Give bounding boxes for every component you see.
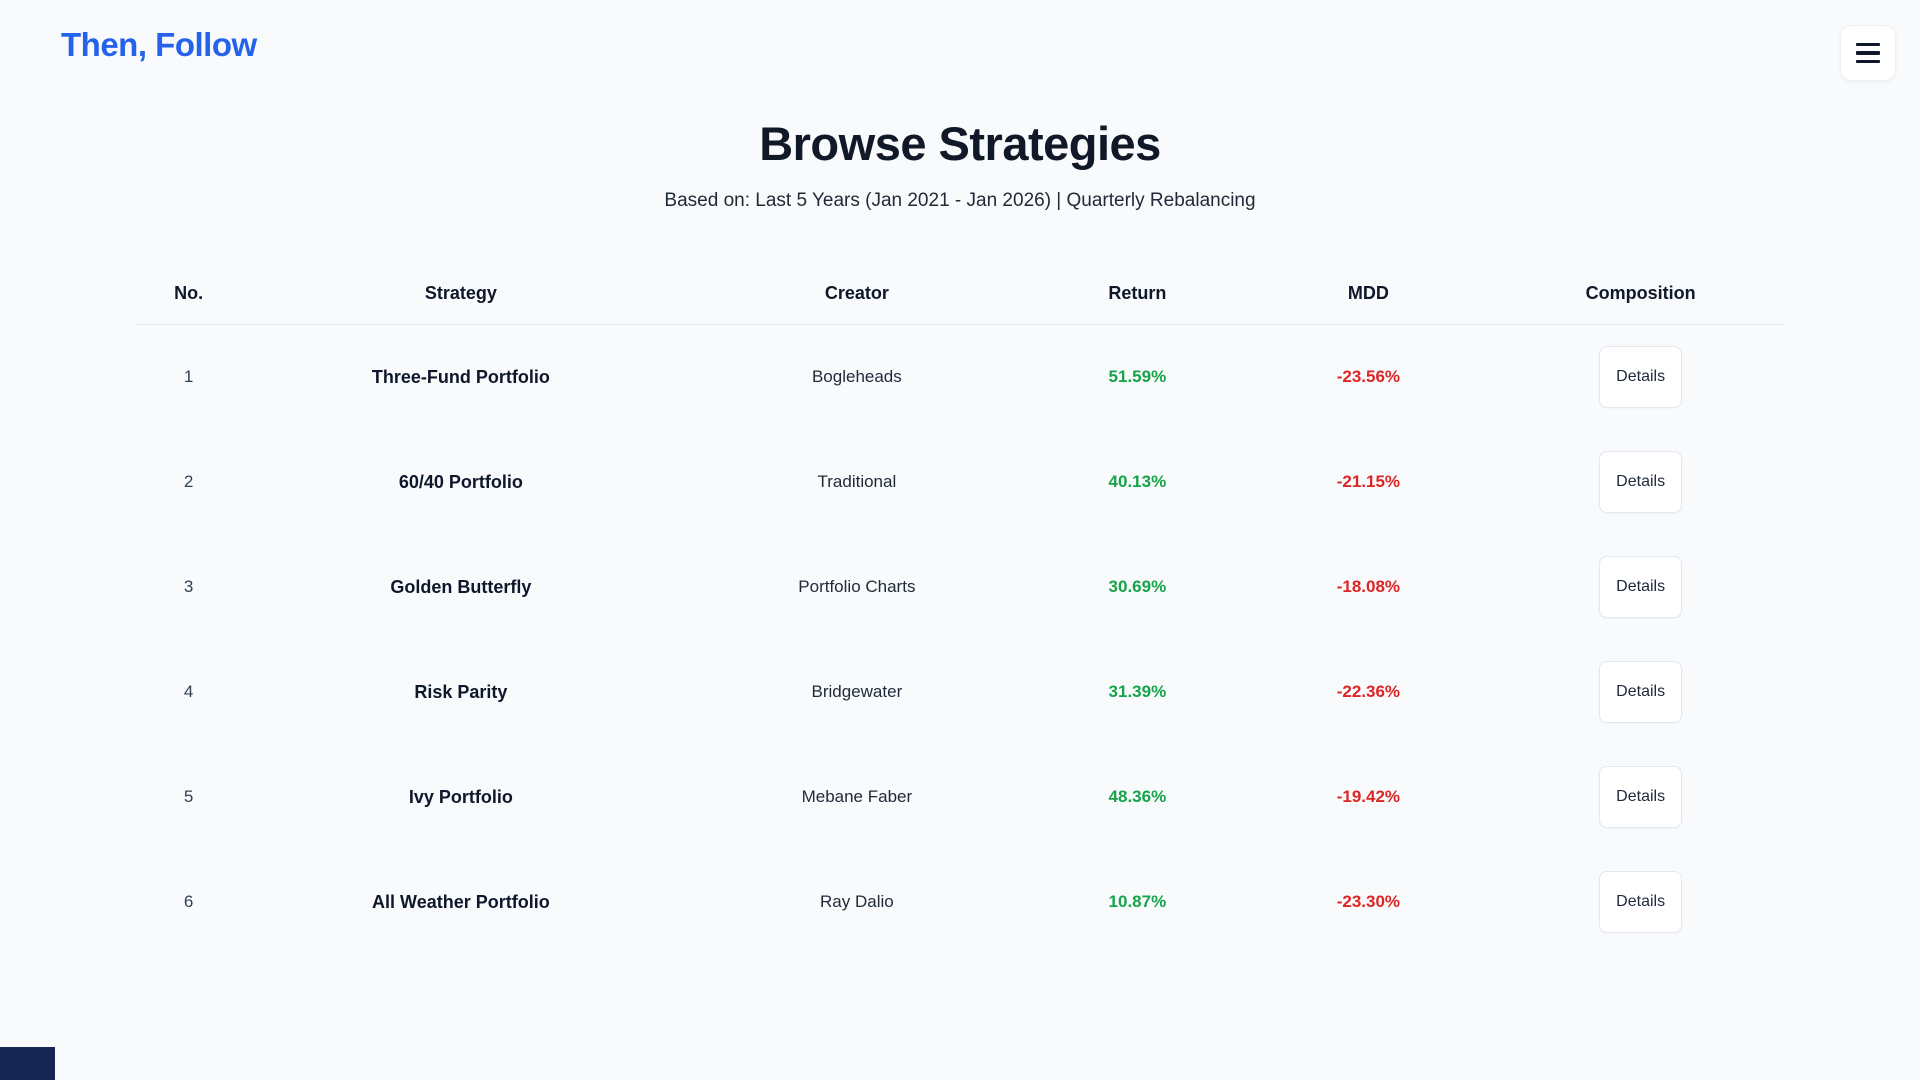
column-header-return: Return	[1034, 270, 1241, 325]
row-number: 3	[183, 577, 194, 596]
composition-cell: Details	[1496, 850, 1785, 955]
creator-name: Ray Dalio	[820, 892, 894, 911]
mdd-value: -19.42%	[1336, 787, 1401, 806]
details-button[interactable]: Details	[1599, 766, 1683, 828]
column-header-strategy: Strategy	[242, 270, 680, 325]
return-value: 31.39%	[1108, 682, 1167, 701]
return-value: 51.59%	[1108, 367, 1167, 387]
details-button[interactable]: Details	[1599, 661, 1683, 723]
row-number: 1	[183, 367, 194, 387]
mdd-value: -23.56%	[1336, 367, 1401, 387]
composition-cell: Details	[1496, 745, 1785, 850]
creator-name: Portfolio Charts	[798, 577, 916, 596]
strategies-table: No. Strategy Creator Return MDD Composition 1…	[135, 270, 1785, 955]
column-header-composition: Composition	[1496, 270, 1785, 325]
details-button[interactable]: Details	[1599, 871, 1683, 933]
mdd-value: -23.30%	[1336, 892, 1401, 911]
return-value: 10.87%	[1108, 892, 1167, 911]
details-button[interactable]: Details	[1599, 346, 1683, 409]
composition-cell: Details	[1496, 640, 1785, 745]
strategy-name: 60/40 Portfolio	[398, 471, 523, 492]
page-subtitle: Based on: Last 5 Years (Jan 2021 - Jan 2…	[664, 190, 1256, 211]
creator-name: Mebane Faber	[801, 787, 913, 806]
page-title: Browse Strategies	[759, 117, 1161, 170]
menu-button[interactable]	[1840, 25, 1896, 81]
strategy-name: Three-Fund Portfolio	[371, 366, 550, 387]
strategy-name: Risk Parity	[414, 681, 508, 702]
table-row: 4 Risk Parity Bridgewater 31.39% -22.36% Deta…	[135, 640, 1785, 745]
main-content: Browse Strategies Based on: Last 5 Years…	[0, 116, 1920, 955]
mdd-value: -18.08%	[1336, 577, 1401, 596]
table-row: 3 Golden Butterfly Portfolio Charts 30.69% -…	[135, 535, 1785, 640]
row-number: 2	[183, 472, 194, 491]
corner-badge	[0, 1047, 55, 1080]
composition-cell: Details	[1496, 535, 1785, 640]
row-number: 6	[183, 892, 194, 911]
strategy-name: Ivy Portfolio	[408, 786, 513, 807]
mdd-value: -21.15%	[1336, 472, 1401, 491]
creator-name: Bridgewater	[811, 682, 903, 701]
row-number: 4	[183, 682, 194, 701]
composition-cell: Details	[1496, 325, 1785, 430]
column-header-mdd: MDD	[1240, 270, 1497, 325]
return-value: 30.69%	[1108, 577, 1167, 596]
creator-name: Bogleheads	[811, 367, 902, 387]
top-bar: Then, Follow	[0, 0, 1920, 81]
details-button[interactable]: Details	[1599, 556, 1683, 618]
composition-cell: Details	[1496, 430, 1785, 535]
table-row: 2 60/40 Portfolio Traditional 40.13% -21.15%…	[135, 430, 1785, 535]
return-value: 48.36%	[1108, 787, 1167, 806]
table-header-row: No. Strategy Creator Return MDD Composition	[135, 270, 1785, 325]
table-row: 5 Ivy Portfolio Mebane Faber 48.36% -19.42% D…	[135, 745, 1785, 850]
return-value: 40.13%	[1108, 472, 1167, 491]
mdd-value: -22.36%	[1336, 682, 1401, 701]
strategies-tbody: 1 Three-Fund Portfolio Bogleheads 51.59% -23…	[135, 325, 1785, 955]
column-header-creator: Creator	[679, 270, 1035, 325]
row-number: 5	[183, 787, 194, 806]
table-row: 1 Three-Fund Portfolio Bogleheads 51.59% -23…	[135, 325, 1785, 430]
logo[interactable]: Then, Follow	[61, 26, 257, 63]
strategy-name: Golden Butterfly	[390, 576, 532, 597]
details-button[interactable]: Details	[1599, 451, 1683, 513]
column-header-no-: No.	[135, 270, 243, 325]
strategy-name: All Weather Portfolio	[372, 891, 550, 912]
creator-name: Traditional	[817, 472, 897, 491]
table-row: 6 All Weather Portfolio Ray Dalio 10.87% -23…	[135, 850, 1785, 955]
